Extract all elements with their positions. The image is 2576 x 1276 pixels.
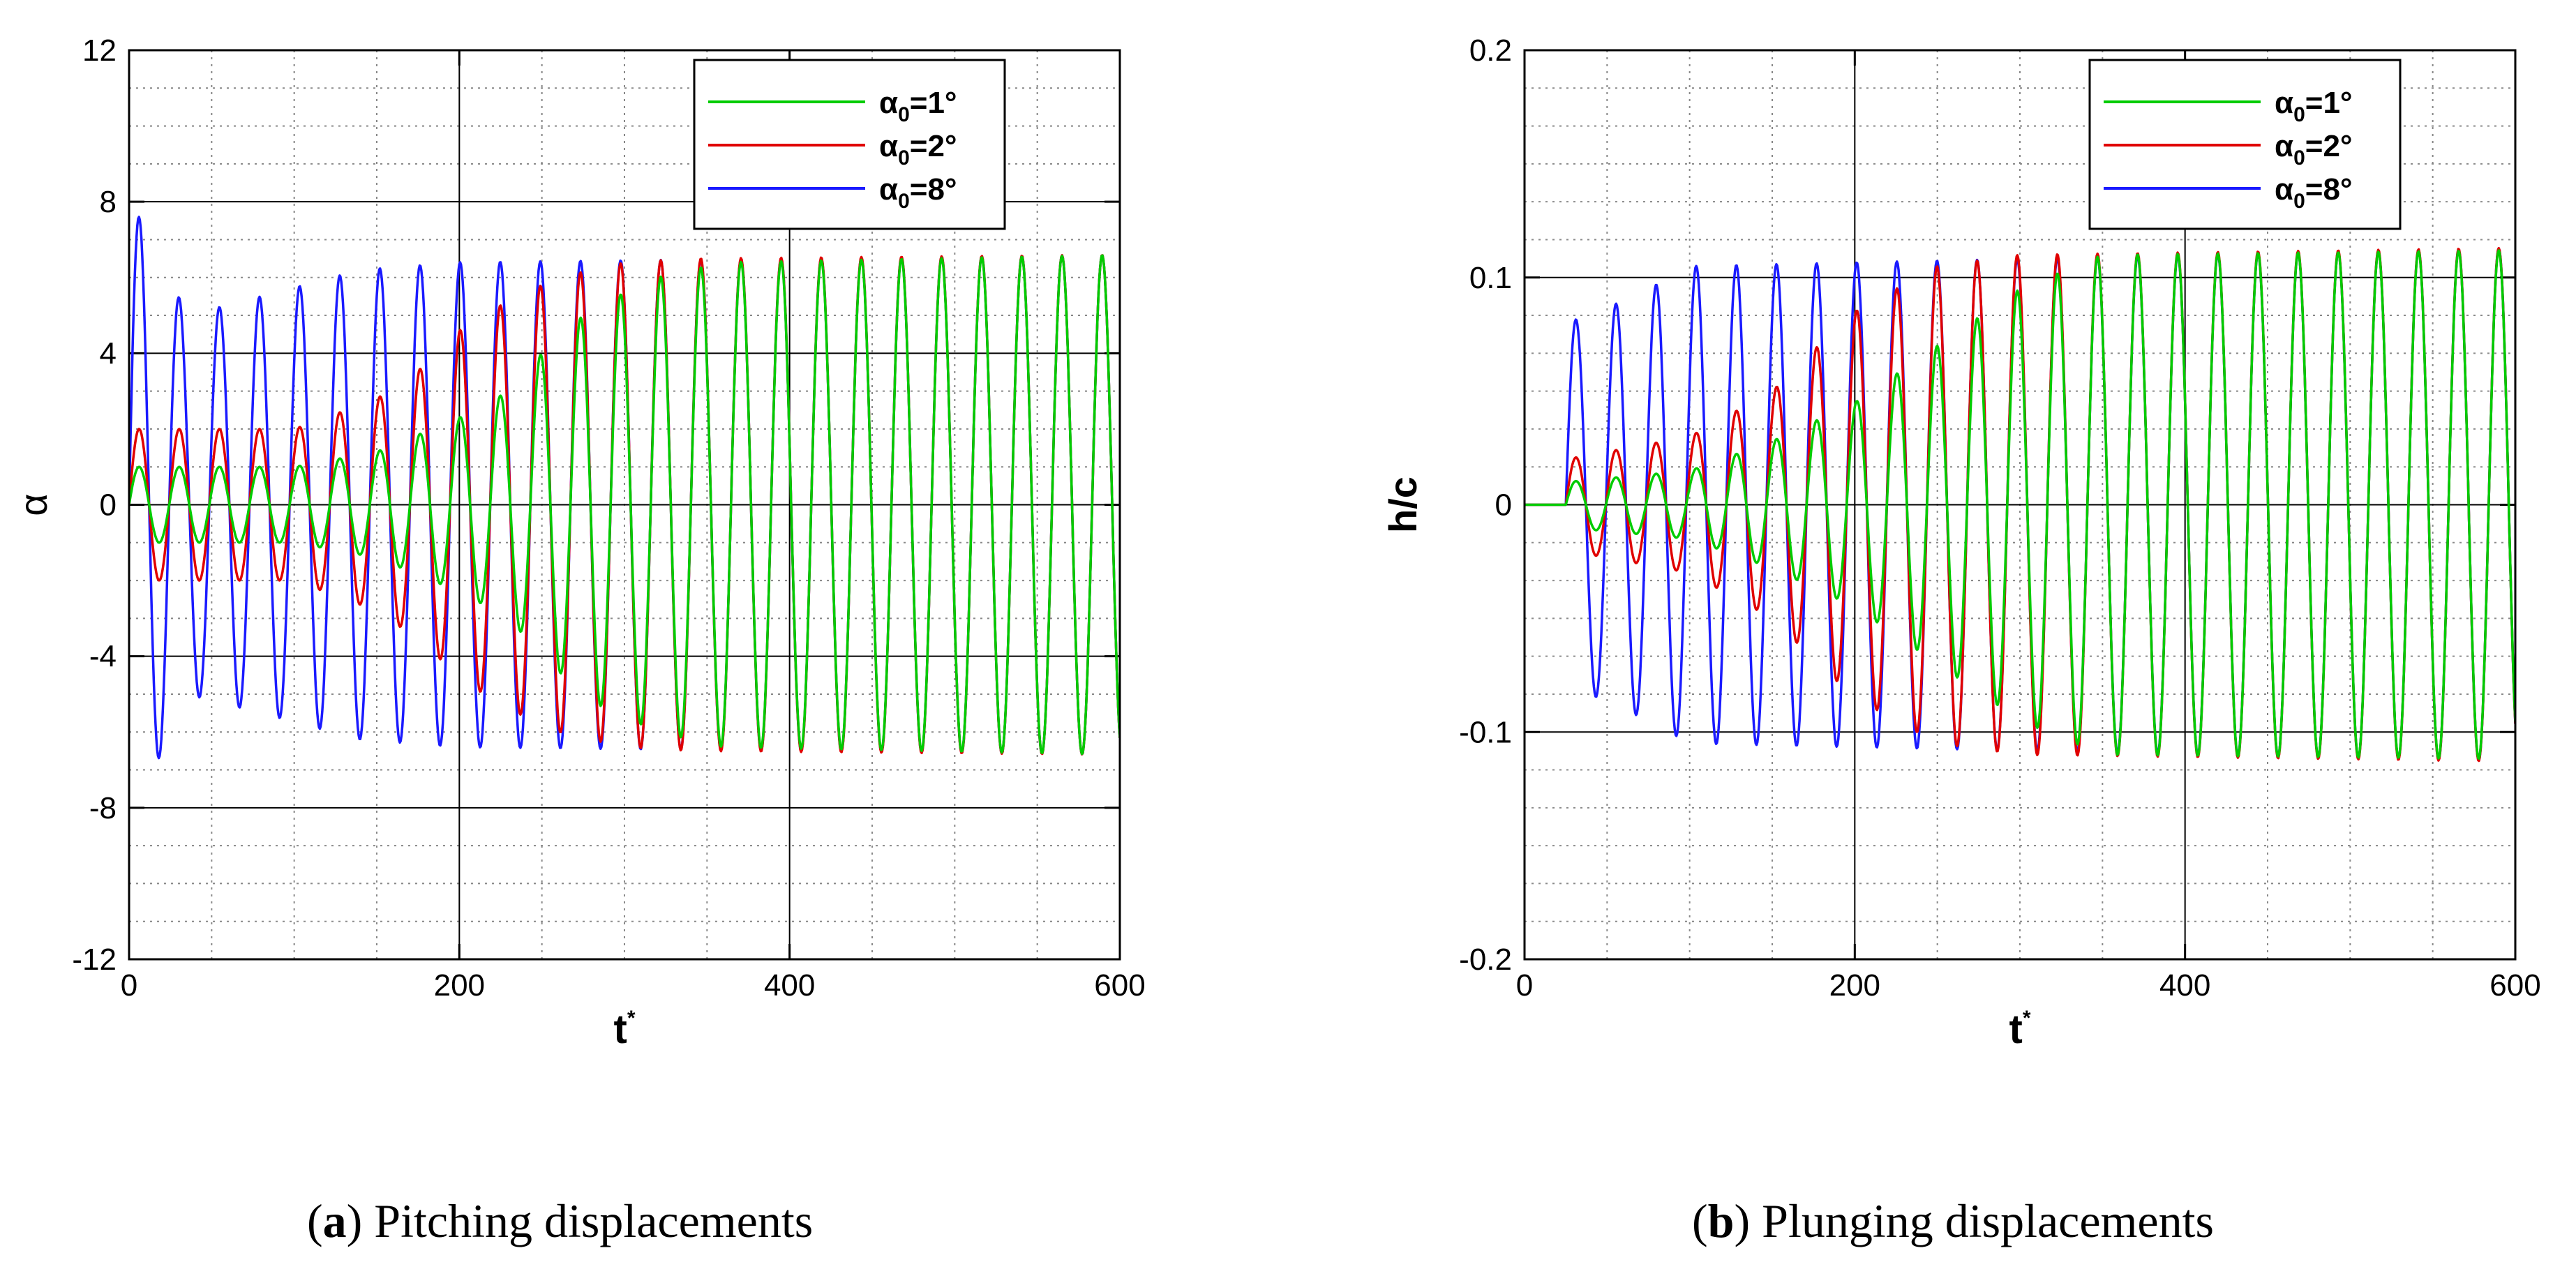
legend-entry-value: =1°: [910, 86, 957, 120]
legend-entry-subscript: 0: [898, 190, 910, 213]
legend-entry-green: α0=1°: [879, 86, 957, 126]
x-tick-label: 400: [2159, 968, 2210, 1003]
chart-a: 0 200 400 600 -12 -8 -4 0 4 8 12 t* α α0=1°α0=2°α0=8°: [11, 33, 1146, 1052]
legend-entry-subscript: 0: [2293, 147, 2305, 170]
caption-a: (a) Pitching displacements: [307, 1194, 814, 1247]
legend-entry-value: =1°: [2305, 86, 2353, 120]
caption-b: (b) Plunging displacements: [1692, 1194, 2214, 1247]
y-tick-label: -0.2: [1459, 943, 1512, 977]
plot-frame: [128, 49, 1121, 961]
chart-b: 0 200 400 600 -0.2 -0.1 0 0.1 0.2 t* h/c α0=1°α0=2°…: [1381, 33, 2541, 1052]
series-line-green: [1525, 249, 2515, 760]
series-group-b: [1525, 246, 2515, 763]
legend-b: α0=1°α0=2°α0=8°: [2088, 59, 2402, 230]
series-line-green: [129, 254, 1120, 756]
legend-entry-value: =8°: [910, 172, 957, 207]
y-tick-label: 0.2: [1469, 33, 1512, 68]
legend-entry-red: α0=2°: [879, 129, 957, 170]
x-tick-label: 200: [1829, 968, 1880, 1003]
series-group-a: [129, 216, 1120, 760]
y-tick-label: 0.1: [1469, 261, 1512, 295]
y-tick-label: 12: [82, 33, 117, 68]
x-tick-label: 0: [1516, 968, 1533, 1003]
y-tick-label: -8: [89, 791, 117, 825]
y-axis-label: α: [11, 493, 55, 516]
caption-a-letter: a: [322, 1194, 347, 1247]
y-tick-label: 8: [100, 185, 117, 219]
legend-entry-blue: α0=8°: [879, 172, 957, 213]
x-tick-label: 600: [1094, 968, 1145, 1003]
caption-b-letter: b: [1707, 1194, 1735, 1247]
x-axis-label: t*: [613, 1007, 635, 1052]
legend-entry-subscript: 0: [898, 103, 910, 126]
y-tick-label: 0: [1495, 488, 1512, 523]
caption-a-text: ) Pitching displacements: [346, 1194, 814, 1247]
legend-entry-blue: α0=8°: [2275, 172, 2353, 213]
y-axis-label: h/c: [1381, 476, 1425, 533]
x-tick-label: 0: [121, 968, 137, 1003]
legend-entry-subscript: 0: [898, 147, 910, 170]
legend-entry-value: =8°: [2305, 172, 2353, 207]
legend-entry-value: =2°: [910, 129, 957, 163]
x-tick-label: 600: [2489, 968, 2540, 1003]
legend-entry-red: α0=2°: [2275, 129, 2353, 170]
y-tick-label: -4: [89, 640, 117, 674]
y-tick-label: -12: [72, 943, 117, 977]
legend-entry-value: =2°: [2305, 129, 2353, 163]
y-tick-label: 4: [100, 336, 117, 370]
plot-frame: [1523, 49, 2517, 961]
legend-entry-subscript: 0: [2293, 190, 2305, 213]
x-tick-label: 200: [434, 968, 485, 1003]
x-axis-label-superscript: *: [2023, 1007, 2031, 1030]
x-tick-label: 400: [764, 968, 815, 1003]
y-tick-label: 0: [100, 488, 117, 523]
x-axis-label-superscript: *: [627, 1007, 636, 1030]
legend-entry-green: α0=1°: [2275, 86, 2353, 126]
caption-b-text: ) Plunging displacements: [1734, 1194, 2214, 1247]
x-axis-label: t*: [2009, 1007, 2030, 1052]
legend-entry-subscript: 0: [2293, 103, 2305, 126]
legend-a: α0=1°α0=2°α0=8°: [693, 59, 1006, 230]
y-tick-label: -0.1: [1459, 715, 1512, 749]
